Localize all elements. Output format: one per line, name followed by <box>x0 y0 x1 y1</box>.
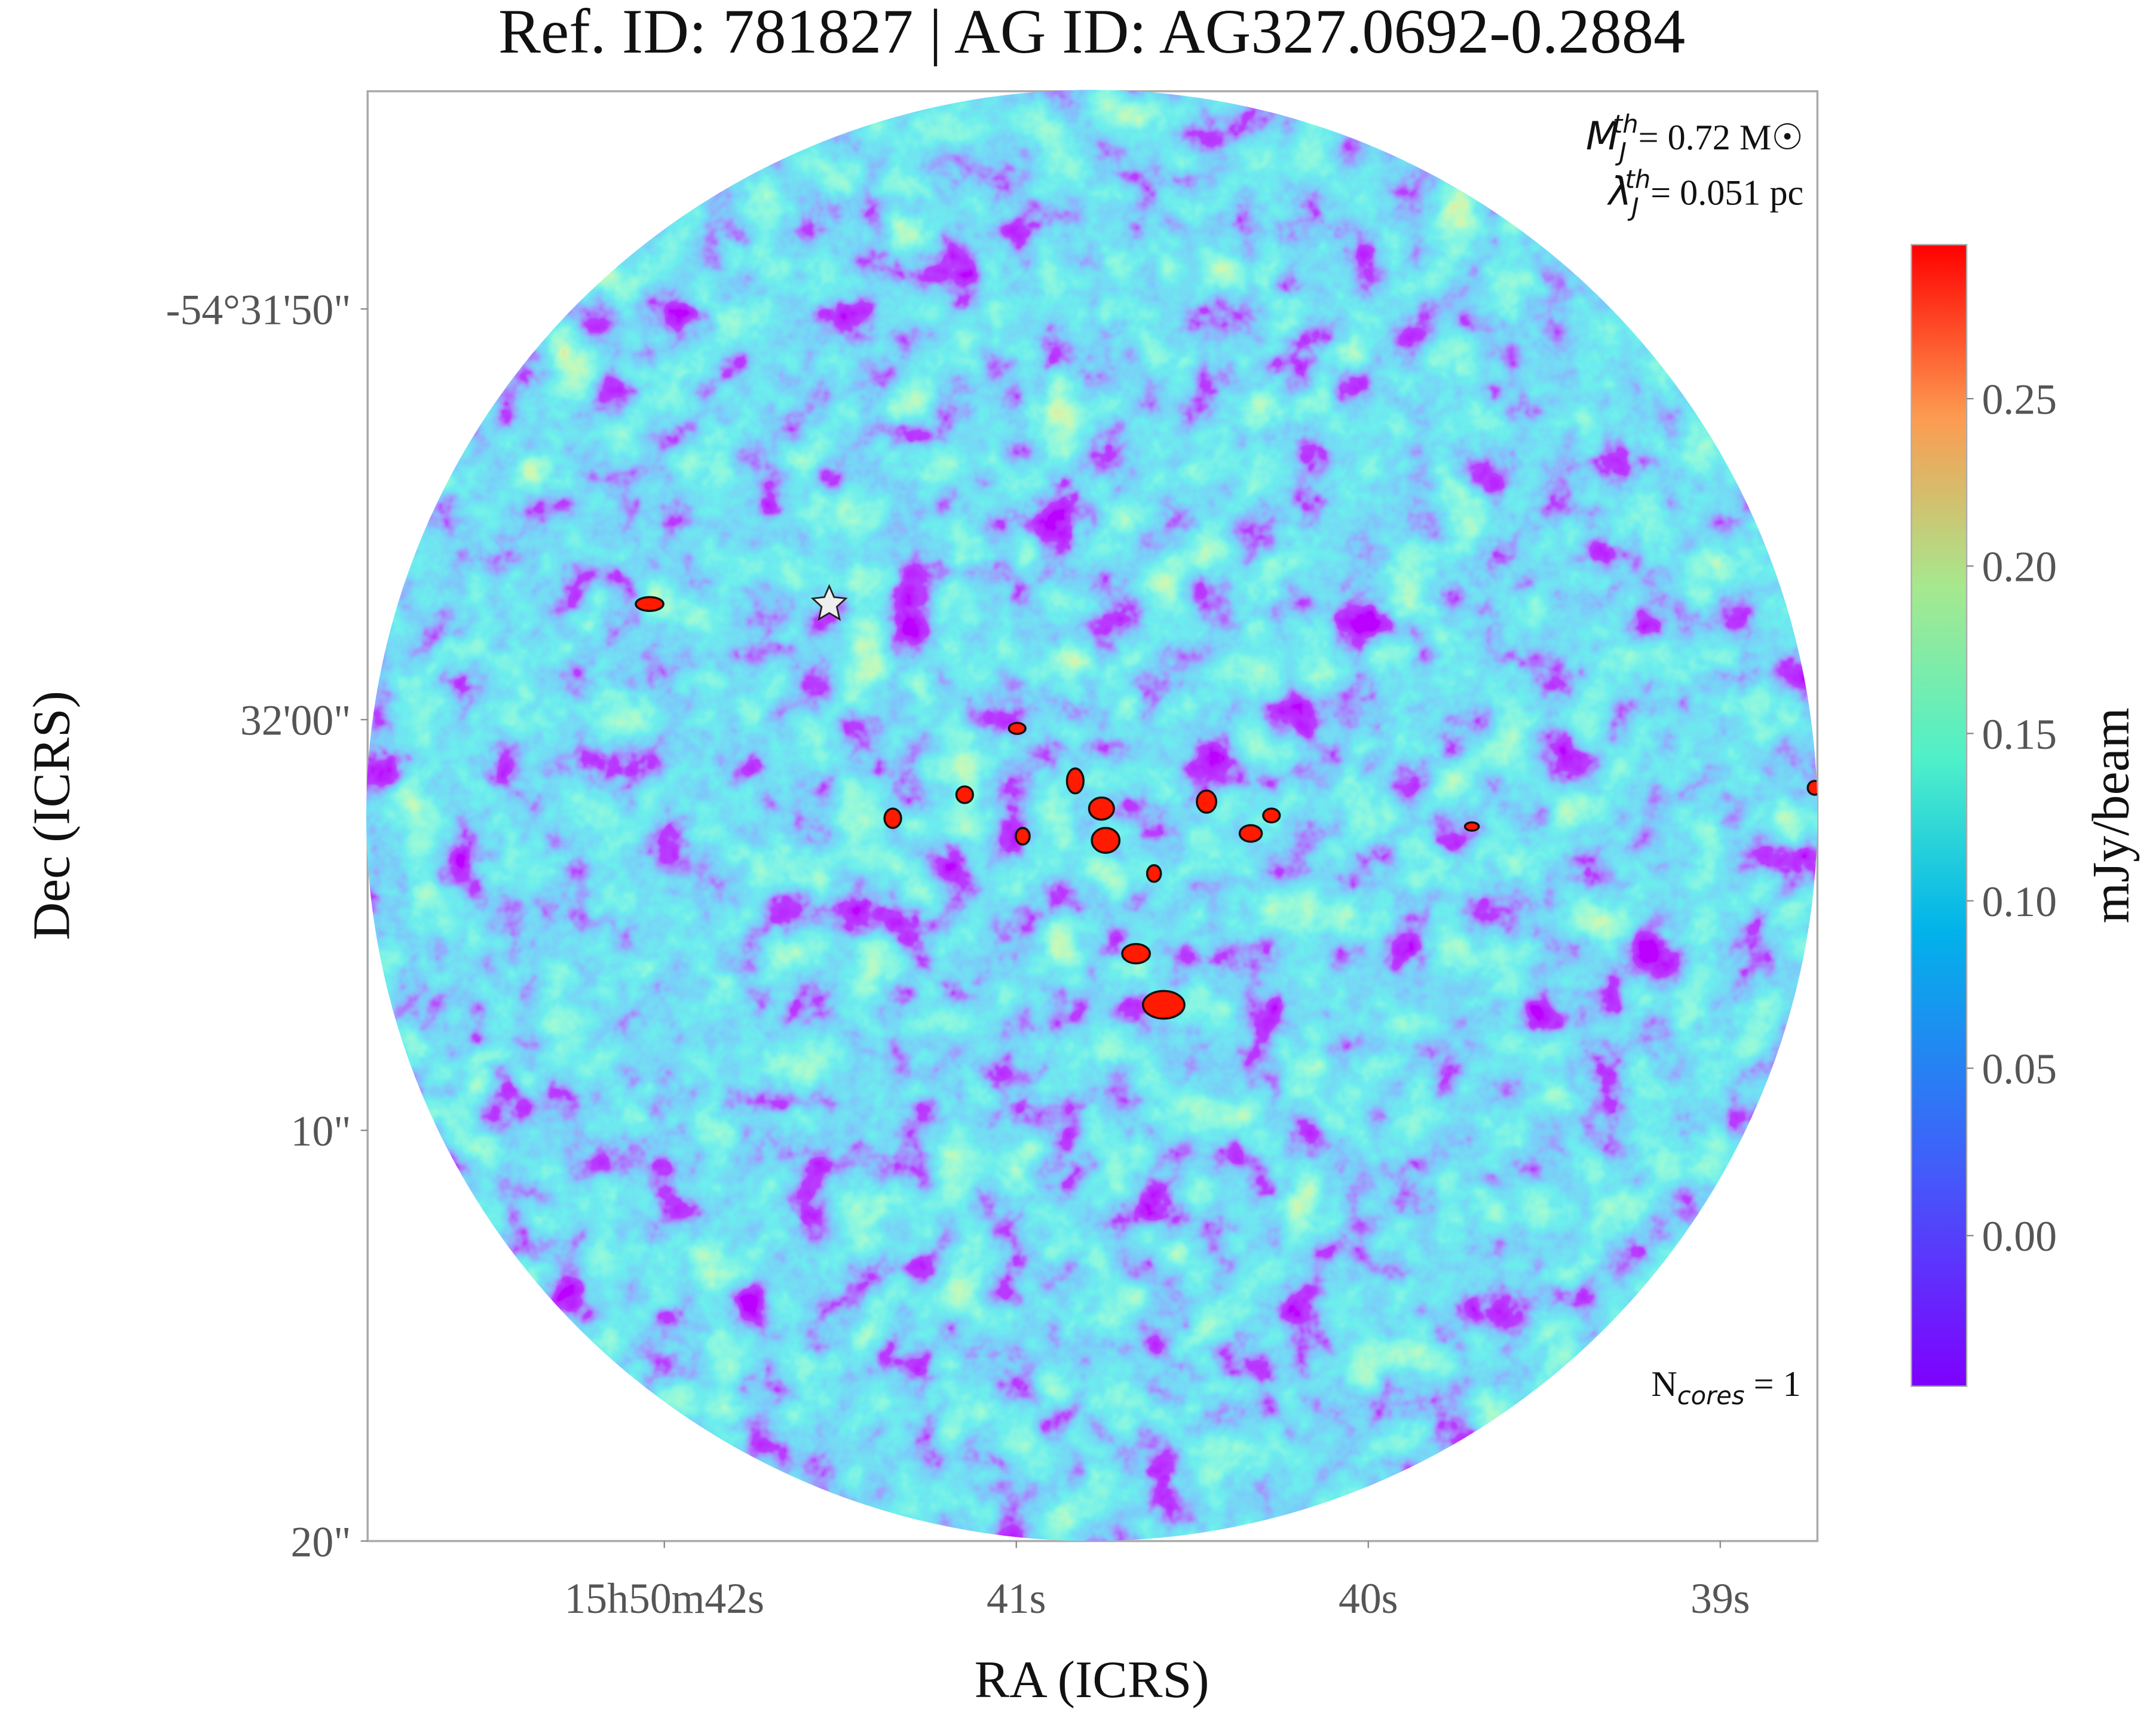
x-axis-label: RA (ICRS) <box>975 1651 1209 1709</box>
colorbar-label: mJy/beam <box>2082 708 2140 923</box>
ann-text: = 0.72 M☉ <box>1639 118 1804 158</box>
intensity-map <box>366 90 1818 1541</box>
ann-symbol: N <box>1651 1364 1677 1404</box>
y-tick-label: 10" <box>291 1107 351 1155</box>
y-tick-label: -54°31'50" <box>166 286 351 333</box>
y-axis-label: Dec (ICRS) <box>23 691 81 940</box>
contours <box>635 596 1818 1020</box>
colorbar-tick-label: 0.05 <box>1982 1045 2057 1093</box>
ann-text: = 1 <box>1745 1364 1801 1404</box>
x-tick-label: 15h50m42s <box>564 1575 764 1622</box>
ann-sup: th <box>1613 109 1639 139</box>
y-tick-label: 20" <box>291 1518 351 1566</box>
ann-text: = 0.051 pc <box>1650 173 1803 213</box>
star-marker <box>810 584 848 621</box>
y-tick-label: 32'00" <box>240 697 351 745</box>
ann-symbol: M <box>1586 114 1619 159</box>
annotation-length: λJth= 0.051 pc <box>1607 165 1803 222</box>
colorbar-tick-label: 0.20 <box>1982 543 2057 591</box>
ann-symbol: λ <box>1607 169 1631 214</box>
colorbar <box>1910 244 1968 1387</box>
annotation-cores: Ncores = 1 <box>1651 1364 1800 1410</box>
colorbar-tick-label: 0.15 <box>1982 711 2057 758</box>
x-tick-label: 39s <box>1690 1575 1750 1622</box>
colorbar-tick-label: 0.10 <box>1982 878 2057 926</box>
x-tick-label: 40s <box>1339 1575 1398 1622</box>
ann-sup: th <box>1625 165 1651 194</box>
x-tick-label: 41s <box>987 1575 1046 1622</box>
colorbar-tick-label: 0.25 <box>1982 376 2057 424</box>
chart-title: Ref. ID: 781827 | AG ID: AG327.0692-0.28… <box>498 0 1685 67</box>
annotation-mass: MJth= 0.72 M☉ <box>1586 109 1803 166</box>
ann-sub: cores <box>1677 1381 1745 1410</box>
colorbar-tick-label: 0.00 <box>1982 1212 2057 1260</box>
